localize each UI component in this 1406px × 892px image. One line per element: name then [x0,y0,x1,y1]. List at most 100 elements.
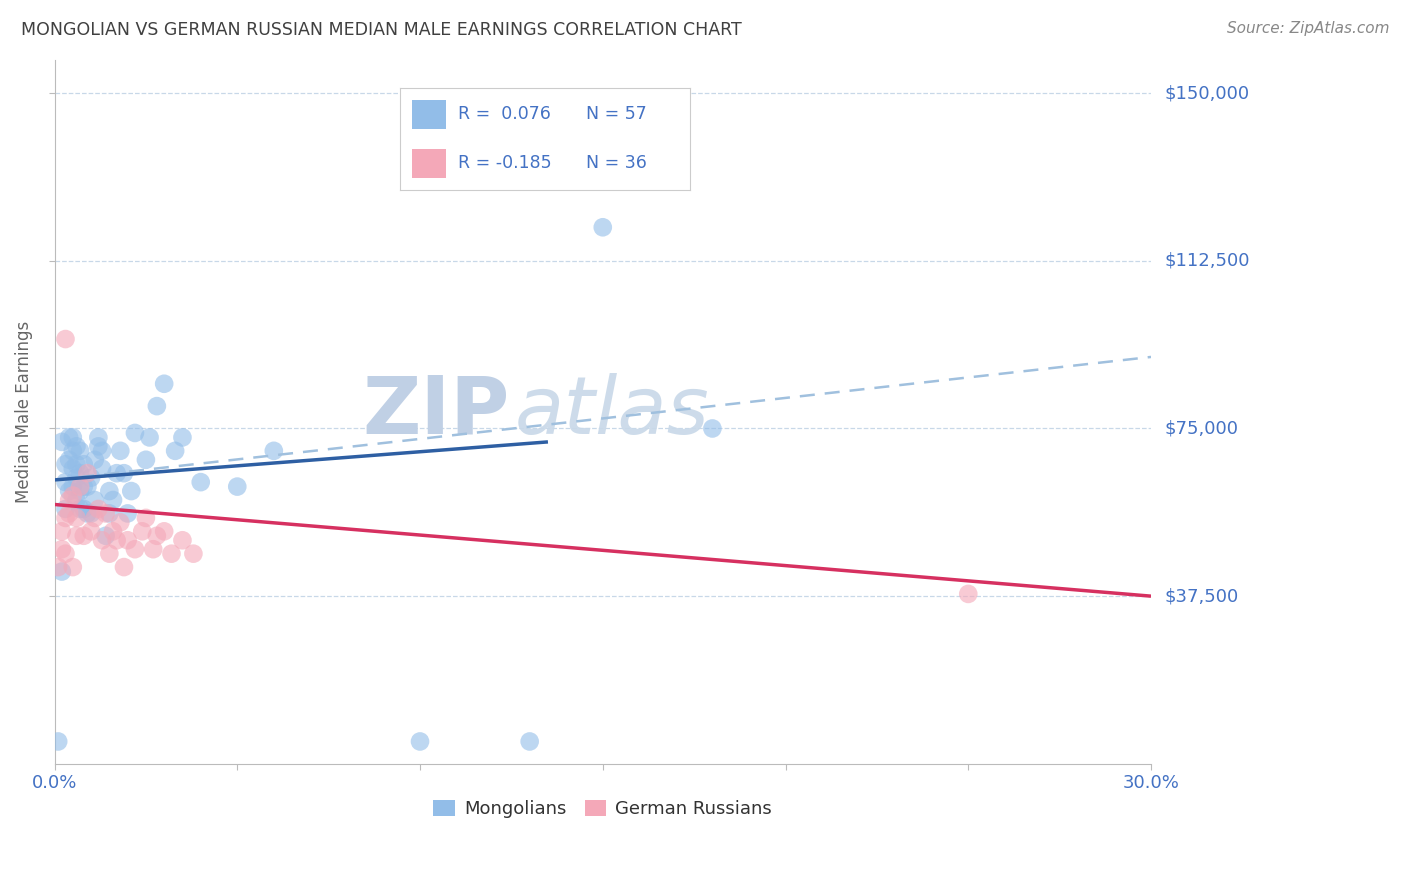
Point [409,734,432,748]
Point [58,484,80,499]
Point [51,565,73,579]
Text: ZIP: ZIP [363,373,509,450]
Point [160,547,183,561]
Point [98,507,121,521]
Point [112,560,135,574]
Point [69,443,91,458]
Point [94,507,117,521]
Point [55,332,77,346]
Point [62,443,84,458]
Point [183,547,205,561]
Text: Source: ZipAtlas.com: Source: ZipAtlas.com [1226,21,1389,36]
Legend: Mongolians, German Russians: Mongolians, German Russians [426,792,779,825]
Point [65,511,87,525]
Point [120,484,142,499]
Point [94,529,117,543]
Point [76,507,98,521]
Y-axis label: Median Male Earnings: Median Male Earnings [15,320,32,503]
Point [165,443,187,458]
Point [87,439,110,453]
Point [46,734,69,748]
Point [58,507,80,521]
Point [263,443,285,458]
Point [69,484,91,499]
Point [135,452,157,467]
Point [69,502,91,516]
Point [592,220,614,235]
Point [190,475,212,490]
Point [117,507,139,521]
Point [80,470,103,484]
Point [135,511,157,525]
Text: $75,000: $75,000 [1166,419,1239,437]
Point [62,480,84,494]
Point [55,511,77,525]
Text: $37,500: $37,500 [1166,587,1239,605]
Point [91,461,114,475]
Point [55,457,77,471]
Point [124,425,146,440]
Point [112,466,135,480]
Point [117,533,139,548]
Point [69,466,91,480]
Point [55,475,77,490]
Text: $112,500: $112,500 [1166,252,1250,269]
Point [65,493,87,508]
Point [80,507,103,521]
Point [80,524,103,539]
Point [65,439,87,453]
Point [62,430,84,444]
Point [87,430,110,444]
Point [73,480,96,494]
Point [702,421,724,435]
Point [98,547,121,561]
Point [91,443,114,458]
Point [153,376,176,391]
Point [153,524,176,539]
Point [131,524,153,539]
Point [55,502,77,516]
Point [146,529,169,543]
Point [83,493,105,508]
Point [65,470,87,484]
Point [51,434,73,449]
Point [58,493,80,508]
Point [58,430,80,444]
Text: atlas: atlas [515,373,710,450]
Point [98,484,121,499]
Point [62,489,84,503]
Point [62,461,84,475]
Point [51,524,73,539]
Point [73,457,96,471]
Point [105,533,128,548]
Point [138,430,160,444]
Point [65,457,87,471]
Text: $150,000: $150,000 [1166,84,1250,103]
Point [76,466,98,480]
Point [957,587,980,601]
Point [83,452,105,467]
Point [58,452,80,467]
Point [55,547,77,561]
Point [124,542,146,557]
Point [83,511,105,525]
Point [110,443,132,458]
Point [69,480,91,494]
Point [172,430,194,444]
Point [172,533,194,548]
Point [51,542,73,557]
Point [226,480,249,494]
Point [73,529,96,543]
Point [105,466,128,480]
Point [101,493,124,508]
Point [110,516,132,530]
Text: MONGOLIAN VS GERMAN RUSSIAN MEDIAN MALE EARNINGS CORRELATION CHART: MONGOLIAN VS GERMAN RUSSIAN MEDIAN MALE … [21,21,742,38]
Point [87,502,110,516]
Point [65,529,87,543]
Point [73,502,96,516]
Point [142,542,165,557]
Point [146,399,169,413]
Point [101,524,124,539]
Point [76,480,98,494]
Point [519,734,541,748]
